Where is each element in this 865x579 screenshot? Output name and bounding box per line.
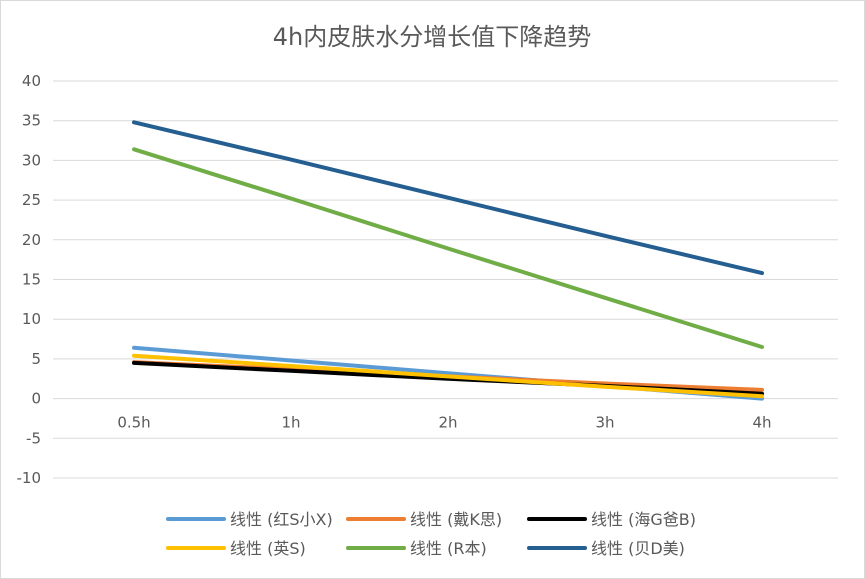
x-tick-label: 3h <box>595 414 614 432</box>
x-tick-label: 2h <box>438 414 457 432</box>
y-tick-label: 15 <box>22 271 41 289</box>
legend-label: 线性 (红S小X) <box>230 510 333 529</box>
y-tick-label: 5 <box>31 350 41 368</box>
y-tick-label: 10 <box>22 310 41 328</box>
y-tick-label: 30 <box>22 151 41 169</box>
series-lines <box>132 120 764 401</box>
y-tick-label: 20 <box>22 231 41 249</box>
legend: 线性 (红S小X) 线性 (戴K思) 线性 (海G爸B) 线性 (英S) 线性 (R本)… <box>166 510 696 558</box>
legend-label: 线性 (英S) <box>230 539 306 558</box>
series-line-4 <box>132 147 764 349</box>
y-tick-label: 40 <box>22 72 41 90</box>
axis-labels: -10 -5 0 5 10 15 20 25 30 35 40 0.5h 1h 2h 3h 4h <box>17 72 772 487</box>
gridlines <box>53 80 838 479</box>
x-tick-label: 0.5h <box>117 414 150 432</box>
x-tick-label: 4h <box>752 414 771 432</box>
legend-label: 线性 (戴K思) <box>410 510 502 529</box>
series-line-5 <box>132 120 764 276</box>
chart-title: 4h内皮肤水分增长值下降趋势 <box>273 23 591 51</box>
series-line-3 <box>132 353 764 399</box>
x-tick-label: 1h <box>281 414 300 432</box>
y-tick-label: 25 <box>22 191 41 209</box>
y-tick-label: -10 <box>17 469 42 487</box>
y-tick-label: 0 <box>31 390 41 408</box>
legend-label: 线性 (R本) <box>410 539 487 558</box>
legend-label: 线性 (海G爸B) <box>591 510 696 529</box>
y-tick-label: -5 <box>26 429 41 447</box>
legend-label: 线性 (贝D美) <box>591 539 685 558</box>
y-tick-label: 35 <box>22 112 41 130</box>
